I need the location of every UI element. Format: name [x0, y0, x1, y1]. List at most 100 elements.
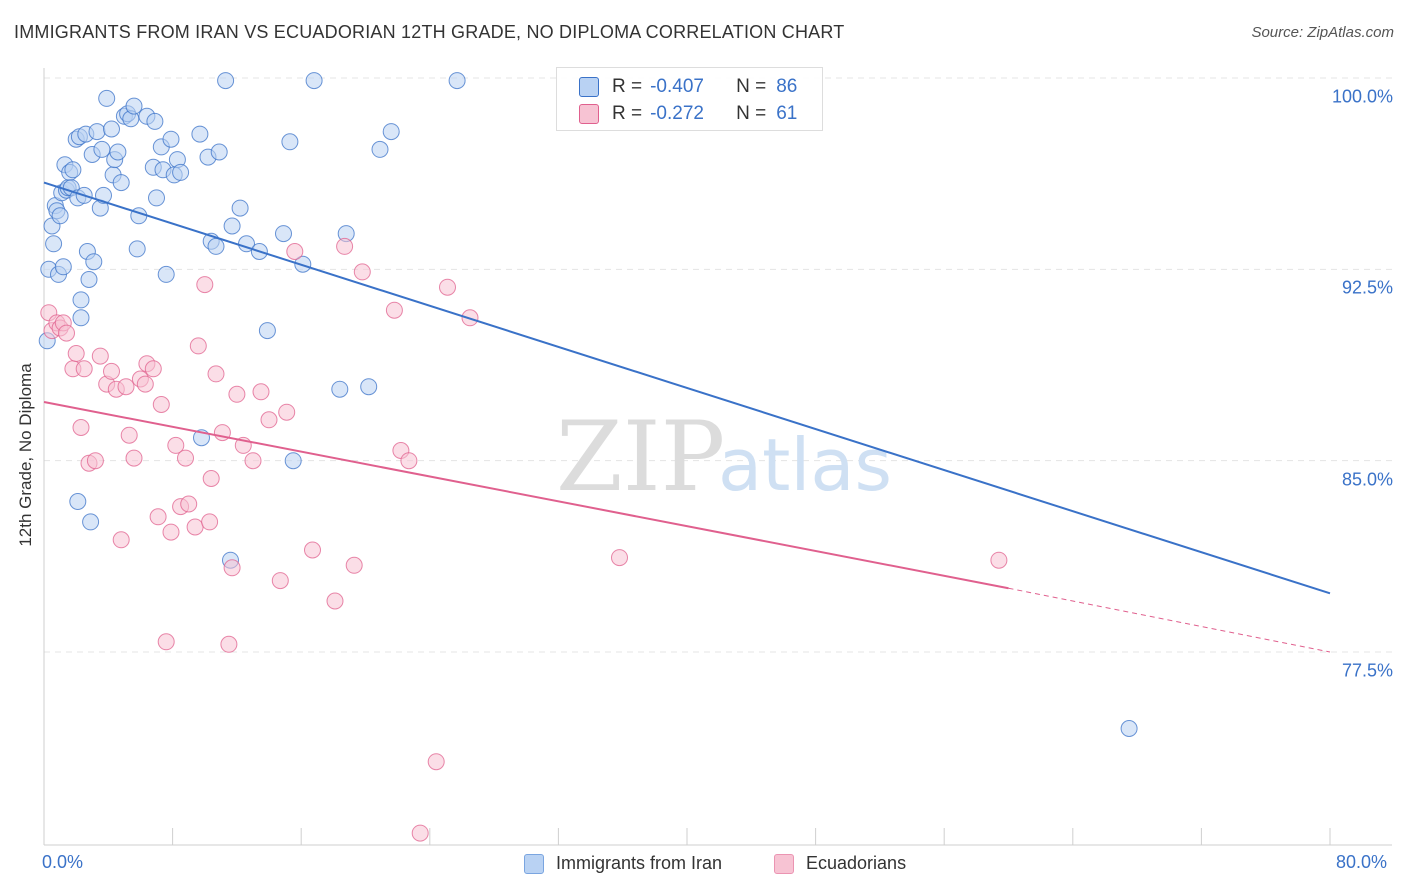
data-point-ecuadorians	[144, 360, 162, 378]
data-point-ecuadorians	[271, 572, 289, 590]
legend-item-iran[interactable]: Immigrants from Iran	[524, 853, 722, 874]
data-point-iran	[448, 72, 466, 90]
data-point-ecuadorians	[252, 383, 270, 401]
data-point-ecuadorians	[58, 324, 75, 342]
trend-line-ecuadorians	[43, 401, 1009, 590]
data-point-iran	[88, 123, 106, 141]
data-point-ecuadorians	[223, 559, 241, 577]
data-point-iran	[360, 378, 378, 396]
data-point-iran	[112, 174, 130, 192]
legend-label-ecuadorians: Ecuadorians	[806, 853, 907, 873]
data-point-iran	[231, 199, 249, 217]
data-point-ecuadorians	[326, 592, 344, 610]
r-label: R =	[612, 76, 643, 97]
data-point-ecuadorians	[244, 452, 262, 470]
correlation-stats-box: R = -0.407 N = 86 R = -0.272 N = 61	[556, 67, 823, 131]
data-point-ecuadorians	[125, 449, 143, 467]
y-tick-label: 100.0%	[1331, 86, 1393, 107]
data-point-ecuadorians	[228, 385, 246, 403]
data-point-iran	[157, 265, 175, 283]
data-point-ecuadorians	[345, 556, 363, 574]
data-point-iran	[82, 513, 100, 531]
data-point-iran	[98, 89, 116, 107]
data-point-iran	[146, 112, 164, 130]
data-point-iran	[210, 143, 228, 161]
data-point-ecuadorians	[427, 753, 445, 771]
data-point-ecuadorians	[91, 347, 109, 365]
data-point-ecuadorians	[162, 523, 180, 541]
data-point-iran	[258, 322, 276, 340]
n-label: N =	[736, 76, 767, 97]
y-tick-label: 77.5%	[1341, 660, 1393, 681]
trend-layer	[43, 181, 1331, 653]
stats-row-iran: R = -0.407 N = 86	[579, 75, 797, 99]
data-point-ecuadorians	[286, 243, 304, 260]
data-point-ecuadorians	[86, 452, 104, 470]
data-point-ecuadorians	[120, 426, 138, 444]
data-point-ecuadorians	[304, 541, 321, 559]
legend-item-ecuadorians[interactable]: Ecuadorians	[774, 853, 906, 874]
grid-layer	[44, 77, 1392, 653]
data-point-ecuadorians	[67, 345, 85, 362]
data-point-iran	[51, 207, 69, 225]
data-point-iran	[69, 493, 87, 510]
data-point-ecuadorians	[411, 824, 429, 842]
data-point-ecuadorians	[186, 518, 204, 536]
data-point-ecuadorians	[152, 396, 170, 413]
y-tick-label: 85.0%	[1341, 469, 1393, 490]
n-label: N =	[736, 103, 767, 124]
watermark: ZIP atlas	[556, 401, 892, 513]
data-point-iran	[80, 271, 98, 288]
data-point-ecuadorians	[103, 362, 120, 380]
data-point-iran	[103, 120, 120, 138]
data-point-iran	[72, 291, 90, 309]
data-point-iran	[1120, 720, 1138, 737]
data-point-iran	[305, 72, 323, 90]
data-point-iran	[217, 72, 235, 90]
data-point-iran	[125, 97, 143, 115]
swatch-ecuadorians	[579, 104, 599, 124]
data-point-iran	[148, 189, 165, 207]
data-point-ecuadorians	[336, 237, 354, 255]
watermark-atlas: atlas	[718, 423, 892, 507]
data-point-iran	[284, 452, 302, 470]
data-point-ecuadorians	[75, 360, 93, 378]
n-value-ecuadorians: 61	[776, 103, 798, 124]
y-tick-label: 92.5%	[1341, 277, 1393, 298]
chart-title: IMMIGRANTS FROM IRAN VS ECUADORIAN 12TH …	[14, 22, 845, 42]
stats-row-ecuadorians: R = -0.272 N = 61	[579, 102, 797, 126]
data-point-iran	[382, 123, 400, 141]
source-label: Source: ZipAtlas.com	[1251, 24, 1394, 41]
data-point-ecuadorians	[157, 633, 175, 651]
data-point-iran	[371, 140, 389, 158]
data-point-iran	[275, 225, 292, 243]
data-point-ecuadorians	[202, 470, 220, 487]
data-point-iran	[294, 255, 312, 273]
watermark-zip: ZIP	[556, 401, 725, 513]
data-point-ecuadorians	[400, 452, 418, 470]
r-label: R =	[612, 103, 643, 124]
data-point-ecuadorians	[196, 276, 214, 294]
r-value-iran: -0.407	[650, 76, 704, 97]
data-point-iran	[207, 237, 225, 255]
data-point-ecuadorians	[136, 375, 154, 393]
data-point-ecuadorians	[353, 263, 371, 281]
data-point-ecuadorians	[117, 378, 135, 396]
data-point-iran	[93, 140, 111, 158]
data-point-iran	[172, 163, 190, 181]
data-point-iran	[281, 133, 299, 151]
legend-swatch-iran	[524, 853, 544, 874]
data-point-iran	[85, 253, 103, 271]
data-point-ecuadorians	[611, 549, 628, 567]
n-value-iran: 86	[776, 76, 798, 97]
data-point-iran	[128, 240, 146, 258]
data-point-ecuadorians	[990, 551, 1008, 569]
r-value-ecuadorians: -0.272	[650, 103, 704, 124]
data-point-ecuadorians	[385, 301, 403, 319]
trend-line-ecuadorians-extrapolated	[1008, 587, 1331, 653]
legend-label-iran: Immigrants from Iran	[556, 853, 723, 873]
data-point-ecuadorians	[167, 436, 185, 454]
data-point-iran	[45, 235, 63, 253]
data-point-ecuadorians	[149, 508, 167, 526]
